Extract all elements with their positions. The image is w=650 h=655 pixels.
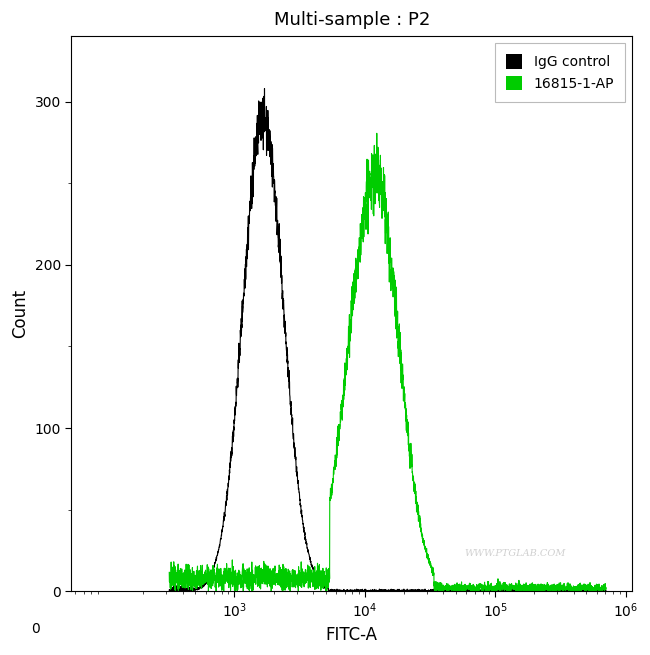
16815-1-AP — [215, 572, 223, 580]
Legend: IgG control, 16815-1-AP: IgG control, 16815-1-AP — [495, 43, 625, 102]
Line: 16815-1-AP: 16815-1-AP — [169, 133, 606, 591]
Y-axis label: Count: Count — [11, 290, 29, 339]
16815-1-AP — [241, 568, 249, 576]
X-axis label: FITC-A: FITC-A — [326, 626, 378, 644]
Text: 0: 0 — [31, 622, 40, 636]
16815-1-AP — [602, 585, 610, 593]
16815-1-AP — [165, 569, 173, 576]
16815-1-AP — [352, 267, 359, 274]
IgG control — [215, 543, 223, 551]
IgG control — [547, 587, 554, 595]
Title: Multi-sample : P2: Multi-sample : P2 — [274, 11, 430, 29]
IgG control — [594, 587, 602, 595]
IgG control — [333, 585, 341, 593]
IgG control — [352, 588, 359, 595]
16815-1-AP — [333, 454, 341, 462]
16815-1-AP — [594, 585, 602, 593]
Text: WWW.PTGLAB.COM: WWW.PTGLAB.COM — [464, 549, 566, 558]
16815-1-AP — [547, 587, 554, 595]
Line: IgG control: IgG control — [169, 88, 606, 591]
IgG control — [414, 588, 422, 595]
16815-1-AP — [373, 129, 381, 137]
IgG control — [261, 84, 268, 92]
16815-1-AP — [529, 588, 537, 595]
IgG control — [602, 588, 610, 595]
IgG control — [241, 284, 249, 292]
IgG control — [165, 587, 173, 595]
